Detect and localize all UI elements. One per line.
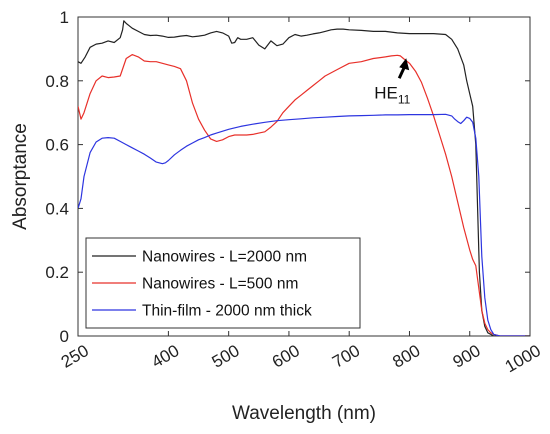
y-axis-label: Absorptance	[10, 123, 31, 230]
y-tick-label: 0.8	[45, 72, 69, 91]
x-axis-label: Wavelength (nm)	[232, 403, 376, 424]
y-tick-label: 1	[60, 8, 69, 27]
annotation-label-subscript: 11	[398, 92, 411, 106]
legend-label-1: Nanowires - L=2000 nm	[142, 249, 307, 266]
y-tick-label: 0.6	[45, 136, 69, 155]
legend-label-3: Thin-film - 2000 nm thick	[142, 303, 312, 320]
legend: Nanowires - L=2000 nm Nanowires - L=500 n…	[86, 238, 360, 328]
y-tick-label: 0	[60, 327, 69, 346]
legend-label-2: Nanowires - L=500 nm	[142, 276, 298, 293]
y-tick-label: 0.4	[45, 199, 69, 218]
y-tick-label: 0.2	[45, 263, 69, 282]
annotation-label-main: HE	[374, 83, 398, 102]
